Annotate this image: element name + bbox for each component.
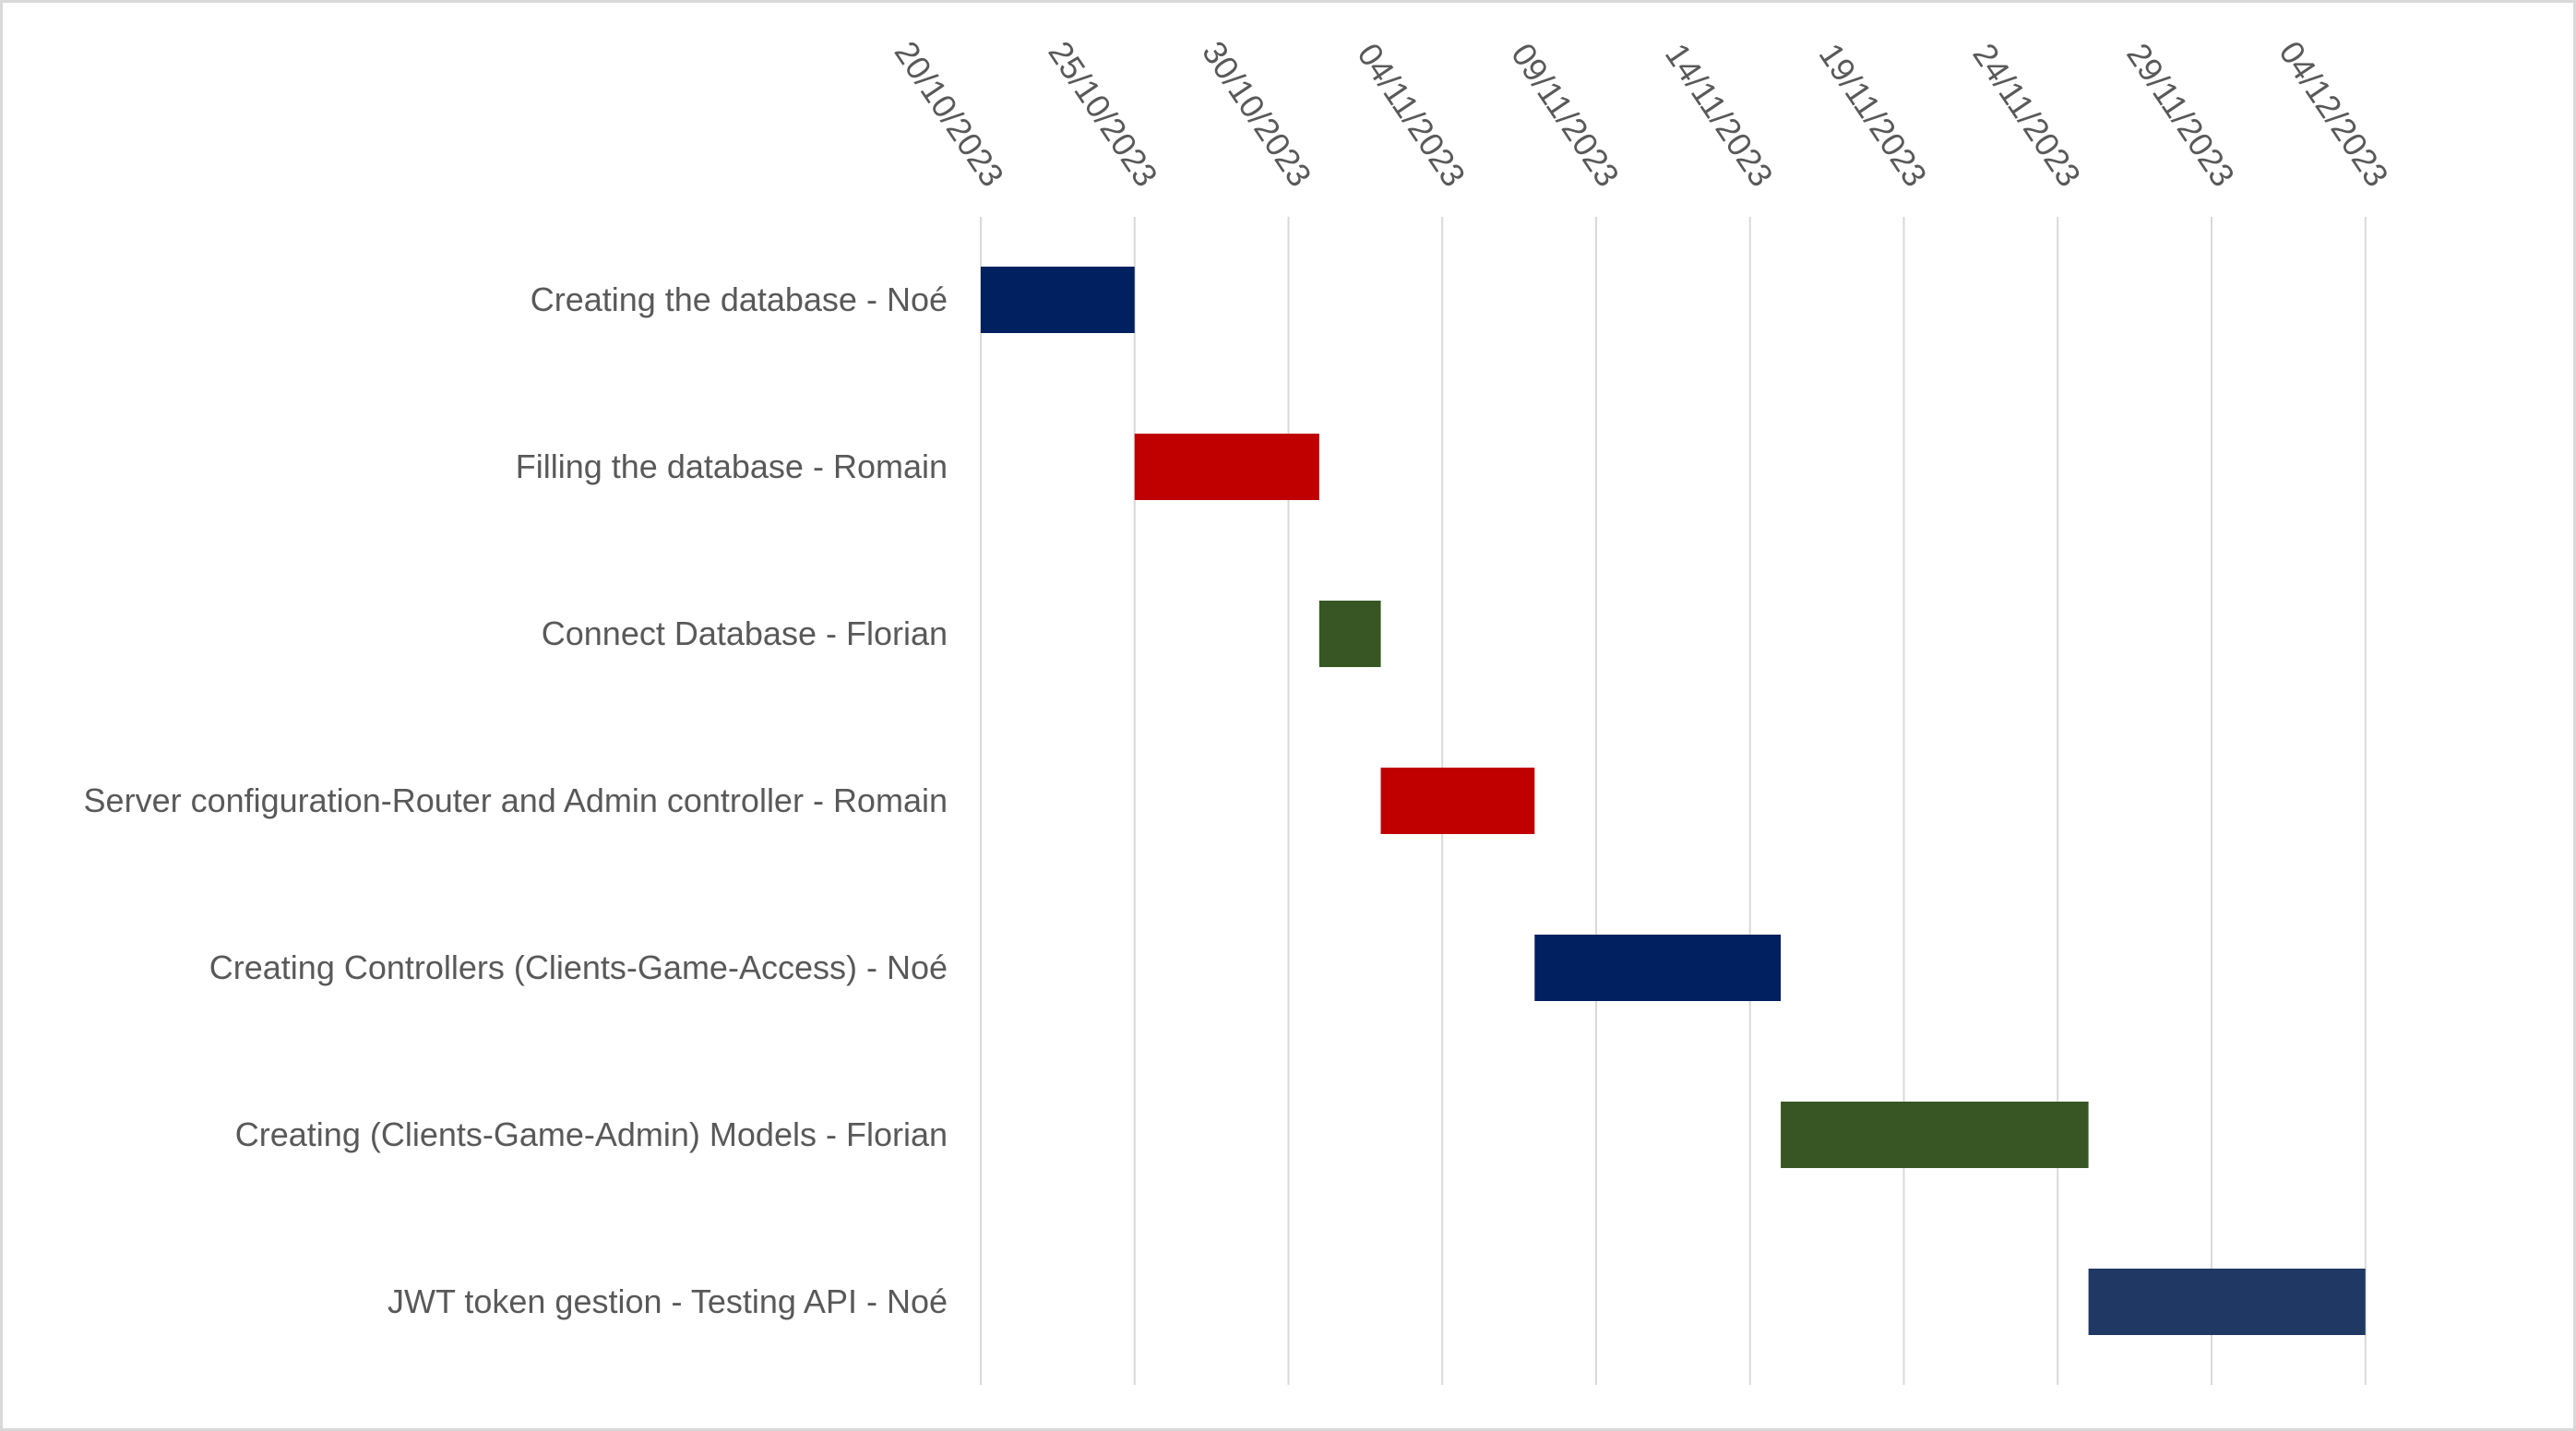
x-tick-label: 29/11/2023	[2119, 36, 2242, 193]
task-bar	[2088, 1269, 2366, 1335]
chart-canvas: 20/10/2023 25/10/2023 30/10/2023 04/11/2023…	[84, 34, 2397, 1385]
x-tick-label: 04/11/2023	[1350, 36, 1473, 193]
task-label: Filling the database - Romain	[516, 447, 948, 485]
task-bar	[1134, 434, 1319, 500]
task-bar	[1781, 1102, 2089, 1168]
x-tick-label: 09/11/2023	[1504, 36, 1627, 193]
task-label: Server configuration-Router and Admin co…	[84, 781, 948, 819]
gridlines	[980, 217, 2367, 1385]
task-bars	[981, 267, 2366, 1335]
task-bar	[1534, 935, 1782, 1001]
task-labels: Creating the database - Noé Filling the d…	[84, 280, 948, 1320]
x-tick-label: 04/12/2023	[2272, 34, 2396, 193]
x-tick-label: 24/11/2023	[1965, 36, 2088, 193]
task-label: Creating the database - Noé	[531, 280, 948, 318]
task-label: Creating Controllers (Clients-Game-Acces…	[209, 948, 948, 986]
task-bar	[981, 267, 1135, 333]
x-tick-label: 25/10/2023	[1041, 34, 1165, 193]
task-label: JWT token gestion - Testing API - Noé	[388, 1282, 948, 1320]
x-tick-label: 30/10/2023	[1195, 34, 1319, 193]
x-tick-label: 19/11/2023	[1812, 36, 1935, 193]
task-label: Connect Database - Florian	[542, 614, 948, 652]
task-bar	[1318, 601, 1381, 667]
task-label: Creating (Clients-Game-Admin) Models - F…	[235, 1115, 948, 1153]
x-tick-label: 14/11/2023	[1658, 36, 1781, 193]
task-bar	[1380, 768, 1535, 834]
x-axis-tick-labels: 20/10/2023 25/10/2023 30/10/2023 04/11/2023…	[888, 34, 2397, 193]
x-tick-label: 20/10/2023	[888, 34, 1012, 193]
